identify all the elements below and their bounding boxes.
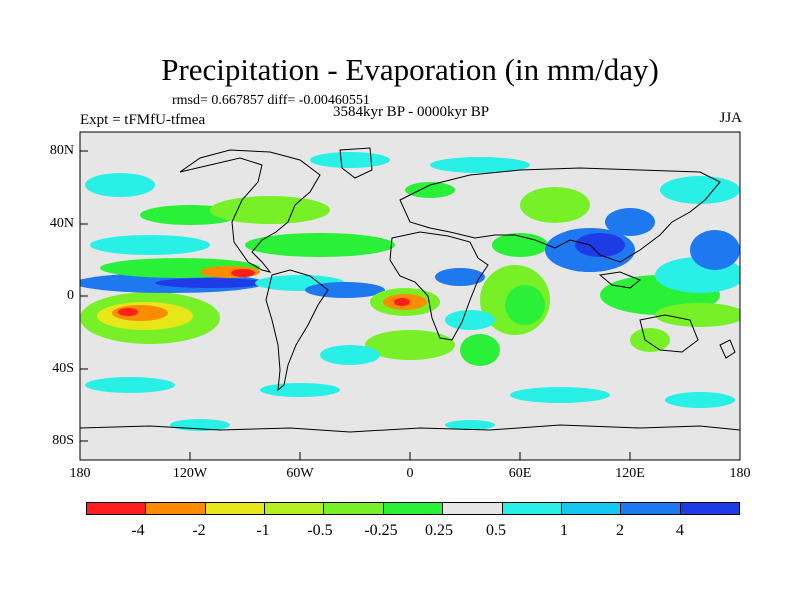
season-label: JJA — [719, 110, 742, 126]
experiment-label: Expt = tFMfU-tfmea — [80, 112, 206, 128]
lat-label: 80N — [49, 143, 74, 158]
colorbar-label: -2 — [192, 522, 206, 539]
colorbar-label: 1 — [560, 522, 568, 539]
colorbar-label: -0.5 — [307, 522, 333, 539]
lat-label: 40N — [49, 216, 74, 231]
colorbar-cell — [383, 503, 444, 514]
lat-label: 40S — [52, 361, 74, 376]
stats-line: rmsd= 0.667857 diff= -0.00460551 — [172, 93, 370, 108]
colorbar-cell — [621, 503, 681, 514]
lon-label: 180 — [69, 466, 91, 481]
colorbar-label: 0.25 — [425, 522, 453, 539]
colorbar-cell — [265, 503, 325, 514]
colorbar-cell — [502, 503, 562, 514]
colorbar-cell — [680, 503, 739, 514]
lat-label: 80S — [52, 433, 74, 448]
lat-label: 0 — [67, 288, 74, 303]
lon-label: 120W — [172, 466, 208, 481]
colorbar-label: 4 — [676, 522, 684, 539]
lon-label: 60W — [286, 466, 314, 481]
lon-label: 180 — [729, 466, 751, 481]
map-title: Precipitation - Evaporation (in mm/day) — [161, 52, 659, 87]
colorbar-label: 2 — [616, 522, 624, 539]
axis-ticks — [79, 150, 741, 460]
colorbar-cell — [561, 503, 622, 514]
colorbar — [86, 502, 740, 515]
lon-label: 60E — [508, 466, 532, 481]
lon-label: 120E — [615, 466, 645, 481]
colorbar-cell — [324, 503, 384, 514]
colorbar-label: -1 — [256, 522, 270, 539]
colorbar-label: -0.25 — [364, 522, 398, 539]
colorbar-label: -4 — [131, 522, 145, 539]
lon-label: 0 — [406, 466, 414, 481]
colorbar-cell — [205, 503, 266, 514]
colorbar-cell — [87, 503, 147, 514]
period-label: 3584kyr BP - 0000kyr BP — [332, 104, 490, 120]
coastlines — [80, 147, 740, 433]
colorbar-label: 0.5 — [486, 522, 506, 539]
colorbar-cell — [146, 503, 206, 514]
colorbar-cell — [443, 503, 503, 514]
